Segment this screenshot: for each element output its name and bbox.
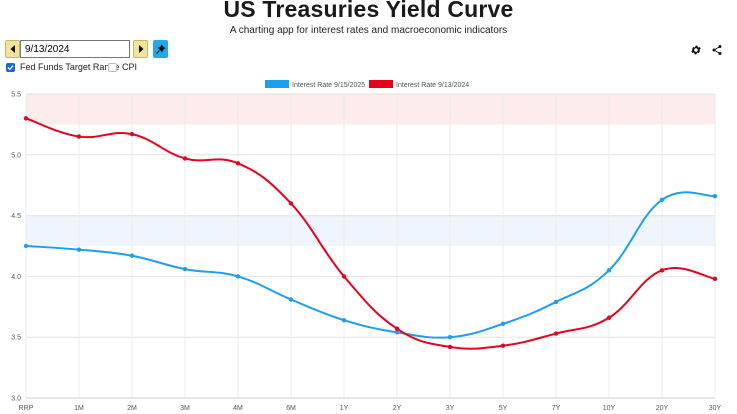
x-tick-label: RRP <box>19 405 34 412</box>
page-title: US Treasuries Yield Curve <box>223 0 514 22</box>
data-point-1 <box>394 326 400 331</box>
x-tick-label: 1M <box>74 405 84 412</box>
x-tick-label: 3Y <box>446 405 455 412</box>
x-tick-label: 1Y <box>340 405 349 412</box>
data-point-0 <box>235 274 241 279</box>
legend-swatch-0 <box>265 80 289 88</box>
y-tick-label: 4.0 <box>11 274 21 281</box>
fed-funds-toggle[interactable]: Fed Funds Target Range <box>6 62 119 72</box>
data-point-0 <box>182 266 188 272</box>
data-point-1 <box>23 116 29 121</box>
cpi-toggle[interactable]: CPI <box>108 62 137 72</box>
x-tick-label: 20Y <box>656 405 669 412</box>
data-point-1 <box>182 156 188 161</box>
pin-icon <box>155 44 165 54</box>
data-point-1 <box>129 131 135 137</box>
data-point-0 <box>447 335 453 340</box>
x-tick-label: 7Y <box>552 405 561 412</box>
data-point-1 <box>500 343 506 348</box>
data-point-1 <box>235 161 241 166</box>
gear-icon <box>691 45 701 55</box>
data-point-1 <box>606 315 612 320</box>
data-point-1 <box>712 276 718 282</box>
pin-button[interactable] <box>153 40 168 58</box>
fed-funds-band-0 <box>26 94 715 125</box>
previous-date-button[interactable] <box>5 40 20 58</box>
data-point-0 <box>606 268 612 273</box>
data-point-0 <box>129 253 135 258</box>
check-icon <box>7 64 14 70</box>
data-point-0 <box>500 321 506 327</box>
x-tick-label: 4M <box>233 405 243 412</box>
y-tick-label: 4.5 <box>11 213 21 220</box>
fed-funds-band-1 <box>26 215 715 246</box>
cpi-label: CPI <box>122 62 138 72</box>
data-point-0 <box>288 297 294 302</box>
x-tick-label: 3M <box>180 405 190 412</box>
share-button[interactable] <box>710 43 724 57</box>
data-point-1 <box>76 134 82 139</box>
y-tick-label: 5.5 <box>11 92 21 99</box>
data-point-0 <box>394 330 400 335</box>
legend-label-1: Interest Rate 9/13/2024 <box>396 82 469 89</box>
fed-funds-checkbox[interactable] <box>6 62 15 72</box>
next-date-button[interactable] <box>133 40 148 58</box>
data-point-1 <box>553 331 559 336</box>
y-tick-label: 5.0 <box>11 152 21 159</box>
series-line-1 <box>25 117 716 350</box>
data-point-0 <box>76 247 82 252</box>
y-tick-label: 3.0 <box>11 396 21 403</box>
data-point-0 <box>712 193 718 199</box>
arrow-left-icon <box>10 45 15 53</box>
x-tick-label: 10Y <box>603 405 616 412</box>
y-tick-label: 3.5 <box>11 335 21 342</box>
page-subtitle: A charting app for interest rates and ma… <box>229 25 508 36</box>
x-tick-label: 5Y <box>499 405 508 412</box>
cpi-checkbox[interactable] <box>108 62 117 72</box>
x-tick-label: 30Y <box>709 405 722 412</box>
data-point-0 <box>553 299 559 305</box>
data-point-1 <box>447 344 453 350</box>
data-point-1 <box>341 274 347 279</box>
settings-button[interactable] <box>689 43 703 57</box>
data-point-1 <box>659 268 665 273</box>
date-input[interactable] <box>20 40 130 58</box>
x-tick-label: 6M <box>286 405 296 412</box>
legend-label-0: Interest Rate 9/15/2025 <box>292 82 365 89</box>
fed-funds-label: Fed Funds Target Range <box>20 62 120 72</box>
legend-swatch-1 <box>369 80 393 88</box>
data-point-0 <box>23 243 29 249</box>
x-tick-label: 2Y <box>393 405 402 412</box>
data-point-0 <box>659 197 665 202</box>
arrow-right-icon <box>138 45 143 53</box>
share-icon <box>712 45 722 55</box>
data-point-1 <box>288 201 294 206</box>
data-point-0 <box>341 317 347 323</box>
x-tick-label: 2M <box>127 405 137 412</box>
